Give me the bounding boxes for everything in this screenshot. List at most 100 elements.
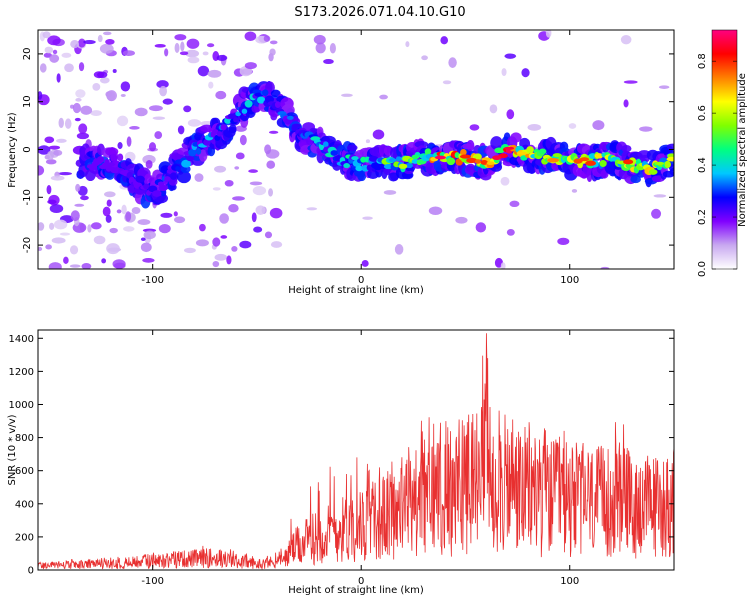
noise-cell	[45, 159, 57, 165]
colorbar-gradient	[711, 29, 738, 270]
noise-cell	[365, 139, 370, 144]
noise-cell	[134, 107, 148, 117]
ridge-halo-cell	[414, 140, 429, 148]
noise-cell	[226, 255, 232, 265]
y-tick-label: 0	[22, 146, 33, 152]
y-tick-label: 400	[15, 499, 34, 510]
noise-cell	[239, 134, 247, 146]
ridge-peak-cell	[579, 157, 590, 162]
ridge-peak-cell	[398, 163, 408, 169]
ridge-core-cell	[244, 99, 253, 108]
noise-cell	[313, 34, 326, 45]
noise-cell	[421, 55, 428, 61]
noise-cell	[269, 48, 276, 56]
noise-cell	[270, 241, 283, 248]
colorbar-ticks: 0.0 0.2 0.4 0.6 0.8	[697, 53, 737, 277]
ridge-halo-cell	[462, 143, 475, 150]
noise-cell	[255, 205, 266, 215]
noise-cell	[263, 35, 271, 42]
noise-cell	[143, 230, 156, 240]
ridge-core-cell	[216, 131, 223, 137]
ridge-halo-cell	[621, 144, 632, 153]
noise-cell	[269, 207, 283, 219]
x-tick-label: 100	[560, 275, 579, 286]
noise-cell	[152, 116, 166, 120]
ridge-core-cell	[366, 164, 373, 171]
noise-cell	[651, 208, 662, 219]
ridge-core-cell	[424, 148, 432, 156]
noise-cell	[174, 34, 187, 41]
noise-cell	[53, 219, 68, 230]
noise-cell	[232, 196, 245, 201]
noise-cell	[216, 54, 228, 62]
noise-cell	[50, 175, 65, 181]
noise-cell	[185, 49, 200, 58]
ridge-core-cell	[286, 115, 294, 120]
noise-cell	[173, 211, 178, 217]
ridge-core-cell	[373, 162, 383, 171]
noise-cell	[137, 219, 151, 225]
noise-cell	[70, 39, 80, 49]
noise-cell	[121, 204, 127, 215]
ridge-halo-cell	[346, 144, 358, 152]
ridge-core-cell	[538, 148, 547, 155]
noise-cell	[64, 118, 72, 129]
ridge-core-cell	[241, 108, 248, 114]
ridge-core-cell	[175, 166, 181, 171]
ridge-peak-cell	[459, 154, 471, 159]
noise-cell	[126, 136, 132, 147]
ridge-halo-cell	[270, 89, 281, 98]
noise-cell	[469, 124, 480, 131]
noise-cell	[571, 189, 578, 193]
ridge-core-cell	[664, 160, 671, 168]
noise-cell	[362, 216, 373, 220]
noise-cell	[180, 41, 185, 52]
noise-cell	[109, 227, 118, 234]
ridge-halo-cell	[169, 183, 177, 191]
noise-cell	[48, 262, 62, 269]
noise-cell	[475, 222, 487, 233]
ridge-core-cell	[594, 153, 604, 159]
noise-cell	[61, 52, 72, 58]
noise-cell	[162, 98, 173, 105]
noise-cell	[405, 41, 410, 48]
ridge-core-cell	[135, 175, 145, 183]
ridge-core-cell	[460, 149, 467, 156]
noise-cell	[521, 68, 530, 78]
y-tick-label: 20	[22, 48, 33, 61]
noise-cell	[51, 237, 66, 244]
noise-cell	[59, 232, 71, 236]
ridge-peak-cell	[654, 161, 665, 166]
noise-cell	[489, 104, 498, 114]
noise-cell	[504, 53, 517, 59]
noise-cell	[623, 99, 629, 108]
ridge-core-cell	[322, 141, 329, 148]
noise-cell	[80, 195, 89, 201]
noise-cell	[194, 173, 204, 182]
colorbar-label: Normalized spectral amplitude	[737, 73, 748, 227]
ridge-halo-cell	[110, 150, 119, 163]
y-tick-label: -10	[22, 189, 33, 205]
ridge-core-cell	[446, 157, 456, 166]
spectrogram-x-axis-label: Height of straight line (km)	[288, 285, 424, 296]
noise-cell	[90, 222, 102, 230]
noise-cell	[140, 242, 152, 253]
ridge-core-cell	[383, 163, 393, 170]
noise-cell	[69, 264, 81, 268]
noise-cell	[214, 253, 228, 261]
x-tick-label: -100	[141, 576, 164, 587]
noise-cell	[116, 209, 122, 214]
noise-cell	[142, 258, 155, 263]
ridge-core-cell	[148, 185, 158, 193]
noise-cell	[38, 165, 45, 176]
ridge-core-cell	[360, 156, 367, 163]
ridge-core-cell	[526, 146, 534, 154]
noise-cell	[623, 80, 638, 84]
noise-cell	[123, 226, 135, 232]
noise-cell	[58, 117, 64, 129]
noise-cell	[527, 124, 542, 131]
ridge-core-cell	[257, 96, 266, 104]
noise-cell	[500, 262, 506, 269]
noise-cell	[38, 91, 43, 100]
